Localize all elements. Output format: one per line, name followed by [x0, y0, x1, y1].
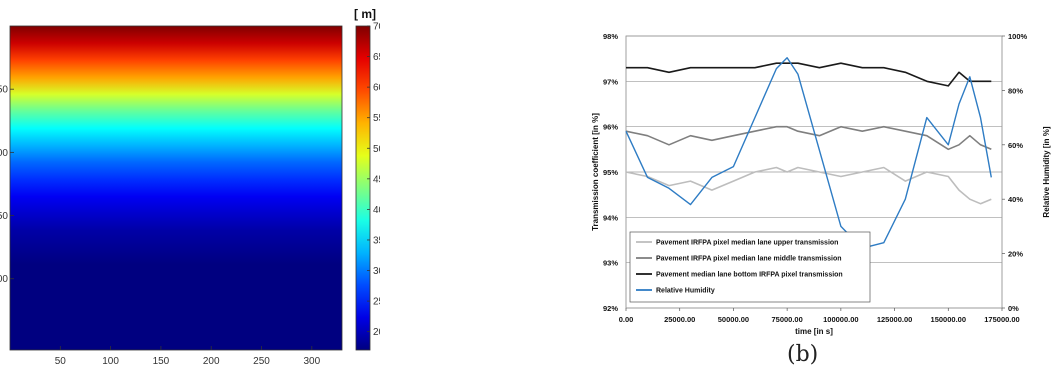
y-tick-label: 94% — [603, 213, 618, 222]
colorbar-tick-label: 55 — [373, 113, 380, 124]
y-tick-label: 96% — [603, 123, 618, 132]
y-right-tick-label: 100% — [1008, 32, 1028, 41]
heatmap-chart: 50 100 150 200 250 300 50 00 50 00 70 65 60 55 50 45 4… — [0, 7, 385, 367]
y-right-tick-label: 0% — [1008, 304, 1019, 313]
x-tick-label: 0.00 — [619, 315, 634, 324]
y-tick-label: 50 — [0, 85, 8, 96]
colorbar-tick-label: 65 — [373, 52, 380, 63]
legend-label: Pavement median lane bottom IRFPA pixel … — [656, 272, 843, 279]
x-tick-label: 125000.00 — [877, 315, 912, 324]
legend-label: Pavement IRFPA pixel median lane middle … — [656, 256, 842, 263]
legend-box — [629, 231, 871, 303]
colorbar — [355, 25, 371, 351]
y-tick-label: 00 — [0, 274, 8, 285]
y-tick-label: 50 — [0, 211, 8, 222]
x-tick-label: 150000.00 — [931, 315, 966, 324]
y-axis-label: Transmission coefficient [in %] — [591, 113, 600, 231]
x-tick-label: 100000.00 — [823, 315, 858, 324]
x-tick-label: 50000.00 — [718, 315, 749, 324]
y-tick-label: 00 — [0, 148, 8, 159]
y-tick-label: 98% — [603, 32, 618, 41]
colorbar-tick-label: 40 — [373, 205, 380, 216]
y-axis-right-label: Relative Humidity [in %] — [1042, 126, 1051, 217]
heatmap-area — [9, 25, 343, 351]
legend-label: Relative Humidity — [656, 288, 715, 295]
y-right-tick-label: 60% — [1008, 141, 1023, 150]
y-right-tick-label: 40% — [1008, 195, 1023, 204]
heatmap-panel: 50 100 150 200 250 300 50 00 50 00 70 65 60 55 50 45 4… — [0, 0, 385, 382]
x-tick-label: 300 — [303, 356, 320, 367]
y-right-tick-label: 80% — [1008, 86, 1023, 95]
series-line-1 — [625, 125, 992, 151]
x-tick-label: 100 — [102, 356, 119, 367]
x-tick-label: 200 — [203, 356, 220, 367]
colorbar-tick-label: 50 — [373, 144, 380, 155]
x-tick-label: 150 — [153, 356, 170, 367]
y-right-tick-label: 20% — [1008, 250, 1023, 259]
colorbar-tick-label: 25 — [373, 297, 380, 308]
colorbar-tick-label: 35 — [373, 235, 380, 246]
series-line-0 — [625, 166, 992, 205]
colorbar-title: [ m] — [354, 7, 376, 21]
y-tick-label: 97% — [603, 77, 618, 86]
y-tick-label: 93% — [603, 259, 618, 268]
line-chart-panel: 92% 93% 94% 95% 96% 97% 98% 0% 20% 40% 60% 80% 100%… — [570, 0, 1054, 382]
x-tick-label: 50 — [55, 356, 67, 367]
x-tick-label: 25000.00 — [664, 315, 695, 324]
x-axis-label: time [in s] — [795, 327, 833, 336]
x-tick-label: 250 — [253, 356, 270, 367]
x-tick-label: 175000.00 — [984, 315, 1019, 324]
y-tick-label: 95% — [603, 168, 618, 177]
colorbar-tick-label: 30 — [373, 266, 380, 277]
figure-caption: (b) — [787, 342, 819, 367]
colorbar-tick-label: 60 — [373, 83, 380, 94]
legend: Pavement IRFPA pixel median lane upper t… — [629, 231, 871, 303]
x-tick-label: 75000.00 — [771, 315, 802, 324]
y-tick-label: 92% — [603, 304, 618, 313]
colorbar-tick-label: 20 — [373, 327, 380, 338]
series-line-2 — [626, 62, 992, 87]
colorbar-tick-label: 70 — [373, 22, 380, 33]
colorbar-tick-label: 45 — [373, 174, 380, 185]
legend-label: Pavement IRFPA pixel median lane upper t… — [656, 240, 838, 247]
line-chart: 92% 93% 94% 95% 96% 97% 98% 0% 20% 40% 60% 80% 100%… — [591, 32, 1051, 336]
series-line-3 — [625, 57, 992, 249]
